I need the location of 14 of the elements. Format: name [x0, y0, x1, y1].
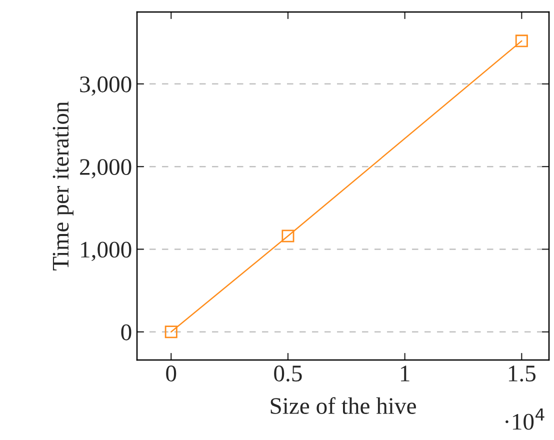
- x-tick-label: 0: [166, 366, 176, 382]
- text: ·10$^{4}$: [506, 408, 544, 430]
- point: [282, 230, 294, 242]
- point: [164, 326, 178, 338]
- y-tick-label: 0: [121, 324, 132, 340]
- x-tick-label: 1.5: [508, 366, 536, 382]
- y-tick-label: 3,000: [80, 76, 132, 96]
- x-tick-label: 0.5: [274, 366, 302, 382]
- y-tick-label: 1,000: [81, 242, 132, 262]
- y-tick-label: 2,000: [80, 159, 132, 178]
- point: [515, 34, 528, 48]
- y-axis-title: Time per iteration: [52, 102, 74, 270]
- x-tick-label: 1: [400, 366, 410, 382]
- x-axis-title: Size of the hive: [270, 397, 416, 414]
